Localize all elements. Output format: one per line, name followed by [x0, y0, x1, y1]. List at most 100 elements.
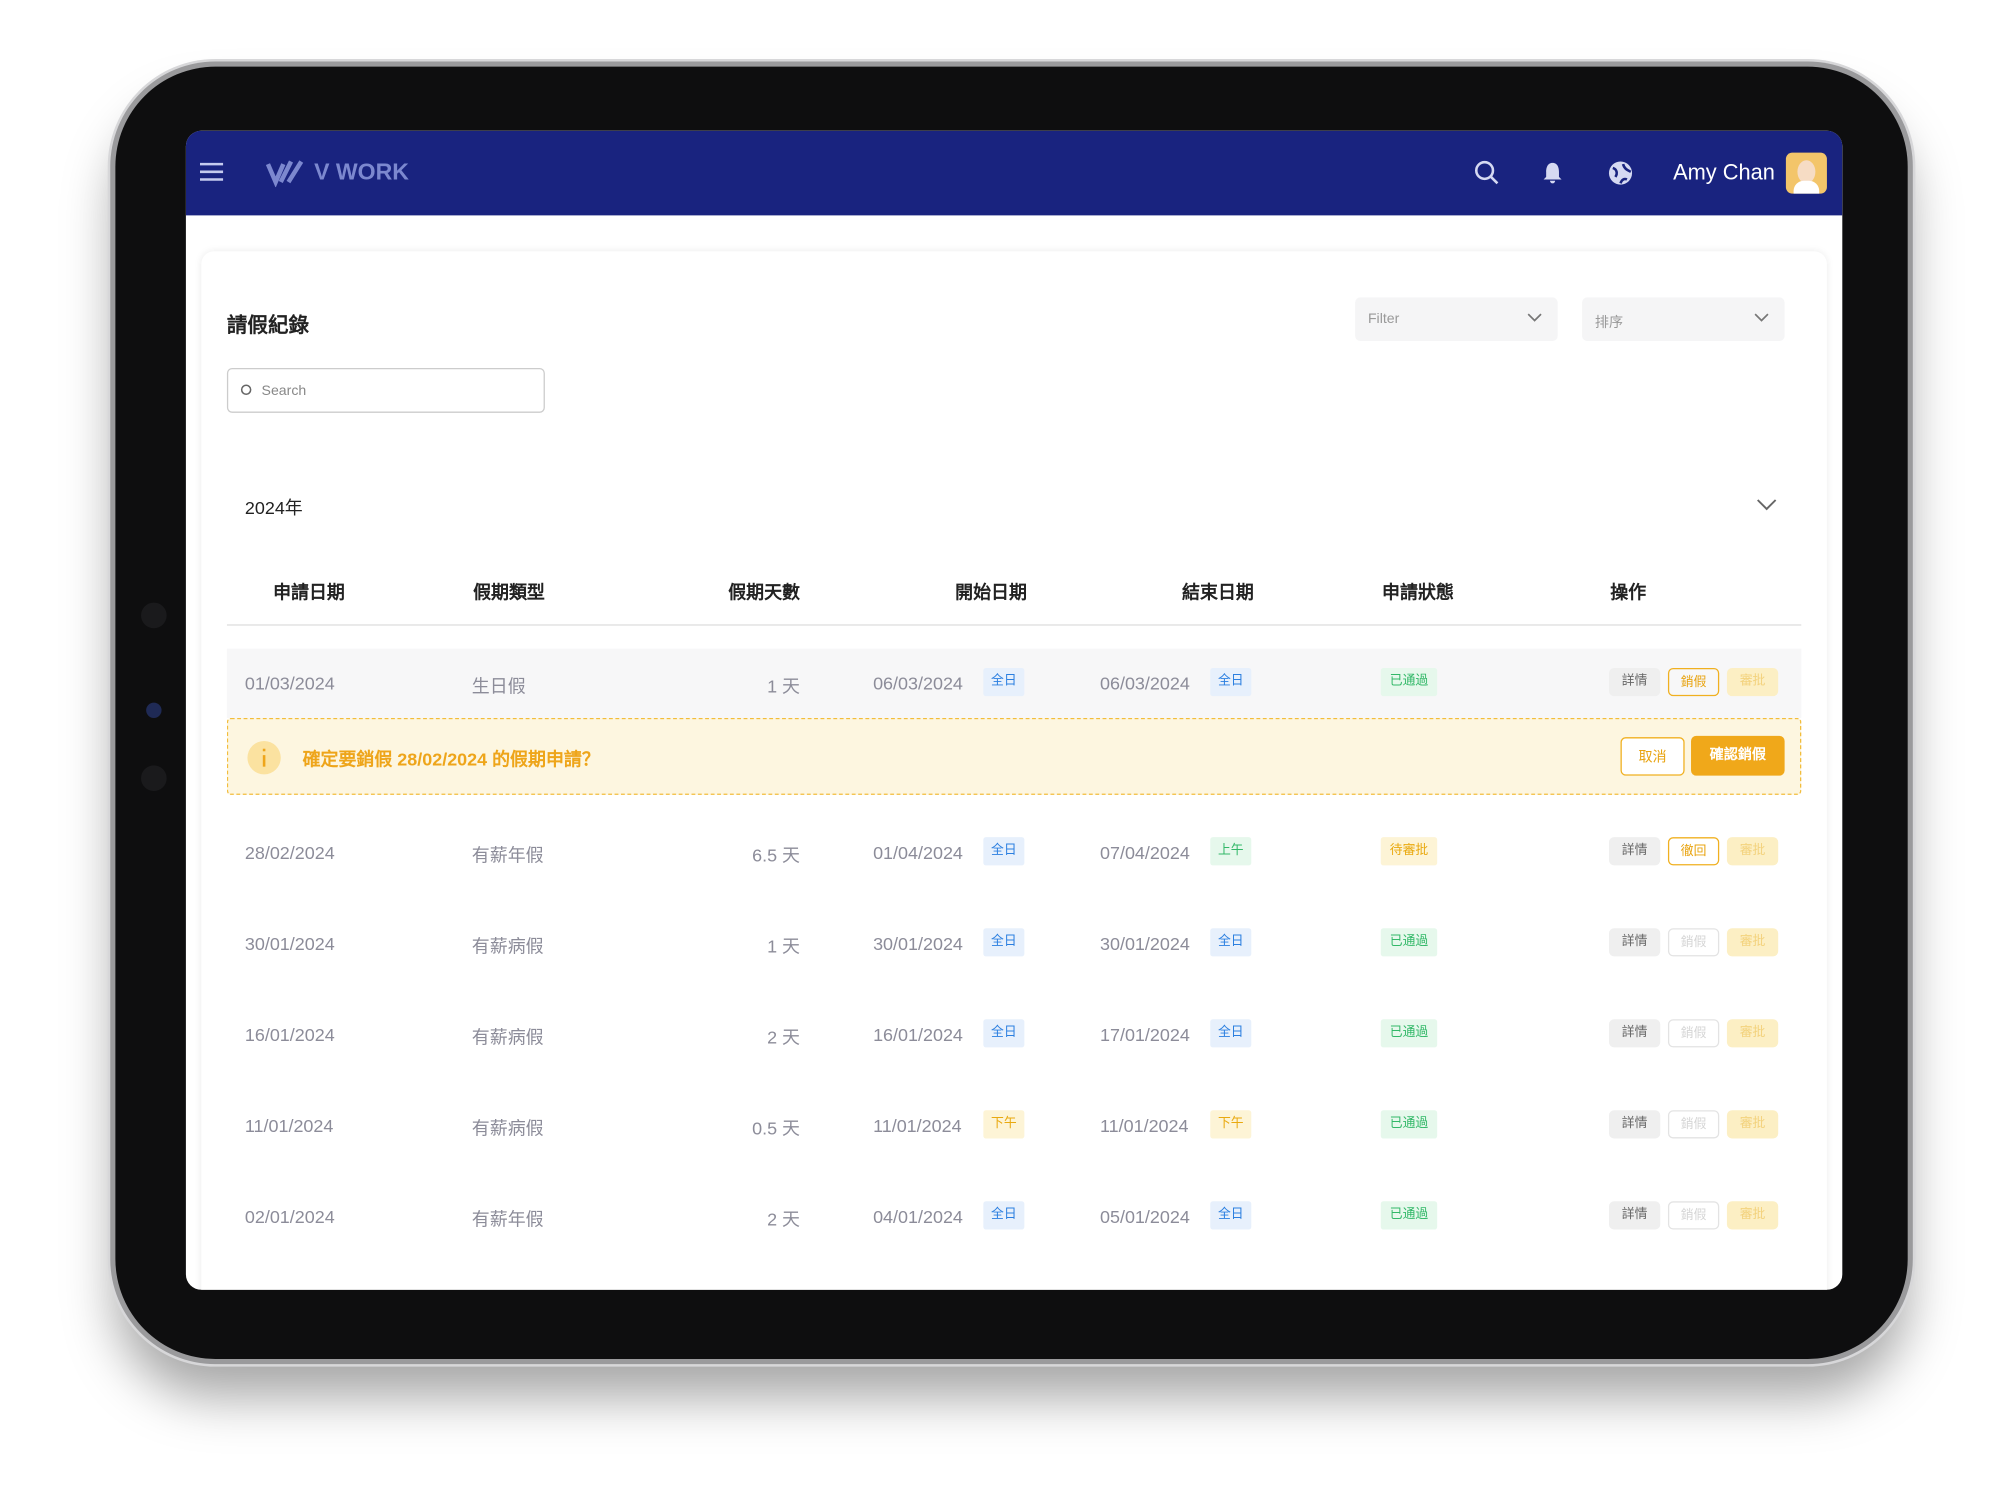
leave-type: 生日假	[471, 675, 526, 697]
start-date: 01/04/2024	[873, 842, 963, 863]
action-button[interactable]: 銷假	[1667, 1201, 1720, 1230]
table-row: 11/01/2024 有薪病假 0.5 天 11/01/2024 下午 11/01/202…	[227, 1091, 1801, 1160]
column-header: 操作	[1610, 582, 1647, 603]
screen: V WORK Amy Chan 請假紀錄 Filter 排序 Search 20…	[185, 130, 1843, 1290]
action-button[interactable]: 審批	[1726, 837, 1779, 866]
year-heading: 2024年	[244, 497, 303, 518]
bell-icon[interactable]	[1541, 162, 1564, 185]
status-tag: 已通過	[1380, 1201, 1438, 1230]
end-date: 17/01/2024	[1099, 1024, 1190, 1045]
leave-type: 有薪病假	[471, 935, 544, 957]
avatar[interactable]	[1785, 152, 1827, 194]
action-button[interactable]: 詳情	[1608, 928, 1661, 957]
confirm-button[interactable]: 確認銷假	[1691, 735, 1785, 776]
column-header: 結束日期	[1182, 582, 1254, 603]
logo	[265, 160, 304, 188]
card: 請假紀錄 Filter 排序 Search 2024年 01/03/2024 生日…	[201, 251, 1827, 1290]
leave-days: 0.5 天	[752, 1117, 800, 1139]
action-button[interactable]: 銷假	[1667, 1110, 1720, 1139]
applied-date: 02/01/2024	[244, 1206, 335, 1227]
action-button[interactable]: 審批	[1726, 928, 1779, 957]
header-divider	[226, 624, 1802, 626]
hw-button	[349, 60, 417, 71]
period-tag: 全日	[983, 667, 1025, 697]
search-box[interactable]: Search	[226, 367, 545, 413]
period-tag: 全日	[1210, 667, 1252, 697]
start-date: 11/01/2024	[873, 1115, 962, 1136]
action-button[interactable]: 徹回	[1667, 837, 1720, 866]
action-button[interactable]: 審批	[1726, 667, 1779, 697]
applied-date: 30/01/2024	[244, 933, 335, 954]
leave-type: 有薪病假	[471, 1117, 544, 1139]
globe-icon[interactable]	[1608, 160, 1634, 186]
action-button[interactable]: 詳情	[1608, 1201, 1661, 1230]
table-row: 16/01/2024 有薪病假 2 天 16/01/2024 全日 17/01/2024 全…	[227, 1000, 1801, 1069]
action-button[interactable]: 詳情	[1608, 1019, 1661, 1048]
action-button[interactable]: 審批	[1726, 1019, 1779, 1048]
leave-days: 2 天	[767, 1208, 800, 1230]
page-title: 請假紀錄	[226, 315, 309, 338]
action-button[interactable]: 詳情	[1608, 837, 1661, 866]
top-bar: V WORK Amy Chan	[185, 130, 1843, 216]
applied-date: 01/03/2024	[244, 673, 335, 694]
period-tag: 全日	[1210, 1019, 1252, 1048]
search-icon[interactable]	[1474, 160, 1500, 186]
leave-type: 有薪年假	[471, 1208, 544, 1230]
status-tag: 已通過	[1380, 667, 1438, 697]
end-date: 06/03/2024	[1099, 673, 1190, 694]
action-button[interactable]: 詳情	[1608, 667, 1661, 697]
user-name[interactable]: Amy Chan	[1673, 160, 1775, 185]
end-date: 05/01/2024	[1099, 1206, 1190, 1227]
status-tag: 待審批	[1380, 837, 1438, 866]
leave-days: 2 天	[767, 1026, 800, 1048]
start-date: 16/01/2024	[873, 1024, 963, 1045]
table-row: 02/01/2024 有薪年假 2 天 04/01/2024 全日 05/01/2024 全…	[227, 1182, 1801, 1251]
applied-date: 11/01/2024	[244, 1115, 334, 1136]
period-tag: 全日	[983, 1201, 1025, 1230]
sensor	[141, 602, 167, 629]
column-header: 申請狀態	[1382, 582, 1454, 603]
table-row: 30/01/2024 有薪病假 1 天 30/01/2024 全日 30/01/2024 全…	[227, 909, 1801, 978]
menu-icon[interactable]	[199, 162, 225, 183]
action-button[interactable]: 詳情	[1608, 1110, 1661, 1139]
period-tag: 全日	[1210, 1201, 1252, 1230]
collapse-icon[interactable]	[1756, 499, 1777, 512]
column-header: 假期類型	[473, 582, 545, 603]
end-date: 11/01/2024	[1099, 1115, 1189, 1136]
confirm-message: 確定要銷假 28/02/2024 的假期申請？	[302, 748, 600, 770]
column-header: 申請日期	[273, 582, 345, 603]
start-date: 06/03/2024	[873, 673, 963, 694]
table-row: 28/02/2024 有薪年假 6.5 天 01/04/2024 全日 07/04/202…	[227, 818, 1801, 887]
applied-date: 16/01/2024	[244, 1024, 335, 1045]
leave-days: 1 天	[767, 675, 800, 697]
leave-type: 有薪年假	[471, 844, 544, 866]
action-button[interactable]: 審批	[1726, 1201, 1779, 1230]
sort-select[interactable]: 排序	[1582, 297, 1785, 342]
search-placeholder: Search	[261, 383, 307, 399]
action-button[interactable]: 銷假	[1667, 928, 1720, 957]
end-date: 07/04/2024	[1099, 842, 1190, 863]
period-tag: 全日	[983, 837, 1025, 866]
filter-select[interactable]: Filter	[1355, 297, 1558, 342]
status-tag: 已通過	[1380, 1110, 1438, 1139]
confirm-banner: 確定要銷假 28/02/2024 的假期申請？ 取消 確認銷假	[226, 717, 1802, 795]
end-date: 30/01/2024	[1099, 933, 1190, 954]
action-button[interactable]: 審批	[1726, 1110, 1779, 1139]
period-tag: 全日	[983, 1019, 1025, 1048]
status-tag: 已通過	[1380, 928, 1438, 957]
cancel-button[interactable]: 取消	[1620, 737, 1685, 776]
column-header: 開始日期	[955, 582, 1027, 603]
start-date: 04/01/2024	[873, 1206, 963, 1227]
hw-button	[256, 60, 334, 71]
start-date: 30/01/2024	[873, 933, 963, 954]
leave-days: 6.5 天	[752, 844, 800, 866]
action-button[interactable]: 銷假	[1667, 667, 1720, 697]
leave-type: 有薪病假	[471, 1026, 544, 1048]
sort-label: 排序	[1594, 315, 1624, 331]
status-tag: 已通過	[1380, 1019, 1438, 1048]
column-header: 假期天數	[728, 582, 800, 603]
period-tag: 全日	[983, 928, 1025, 957]
action-button[interactable]: 銷假	[1667, 1019, 1720, 1048]
